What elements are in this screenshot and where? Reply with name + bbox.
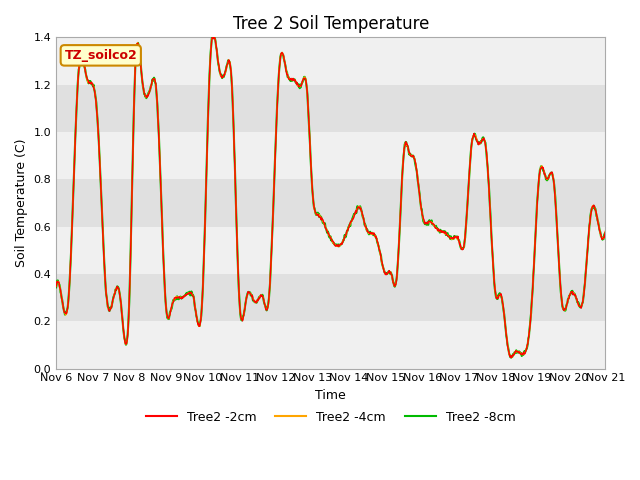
Tree2 -4cm <box>508 354 516 360</box>
Tree2 -8cm <box>108 301 116 307</box>
Y-axis label: Soil Temperature (C): Soil Temperature (C) <box>15 139 28 267</box>
Tree2 -8cm <box>602 230 609 236</box>
Line: Tree2 -8cm: Tree2 -8cm <box>56 37 605 358</box>
Title: Tree 2 Soil Temperature: Tree 2 Soil Temperature <box>232 15 429 33</box>
Tree2 -2cm <box>508 355 515 360</box>
Tree2 -2cm <box>275 72 283 77</box>
Tree2 -4cm <box>481 139 489 145</box>
Bar <box>56 84 605 132</box>
Tree2 -8cm <box>481 139 489 144</box>
Tree2 -4cm <box>491 284 499 289</box>
Tree2 -2cm <box>108 300 116 306</box>
Tree2 -8cm <box>275 72 283 78</box>
Tree2 -8cm <box>295 84 303 89</box>
Bar <box>56 179 605 227</box>
Tree2 -4cm <box>275 72 283 78</box>
Tree2 -4cm <box>602 228 609 234</box>
Tree2 -2cm <box>430 221 438 227</box>
Tree2 -4cm <box>210 35 218 40</box>
Legend: Tree2 -2cm, Tree2 -4cm, Tree2 -8cm: Tree2 -2cm, Tree2 -4cm, Tree2 -8cm <box>141 406 521 429</box>
Tree2 -2cm <box>481 139 489 144</box>
Bar <box>56 274 605 321</box>
Bar <box>56 227 605 274</box>
X-axis label: Time: Time <box>316 389 346 402</box>
Tree2 -2cm <box>491 285 499 290</box>
Text: TZ_soilco2: TZ_soilco2 <box>65 49 137 62</box>
Tree2 -2cm <box>210 35 218 40</box>
Tree2 -4cm <box>295 83 303 89</box>
Bar <box>56 37 605 84</box>
Line: Tree2 -2cm: Tree2 -2cm <box>56 37 605 358</box>
Tree2 -4cm <box>52 283 60 289</box>
Tree2 -8cm <box>52 285 60 290</box>
Tree2 -2cm <box>295 84 303 89</box>
Tree2 -8cm <box>430 222 438 228</box>
Line: Tree2 -4cm: Tree2 -4cm <box>56 37 605 357</box>
Tree2 -2cm <box>602 229 609 235</box>
Bar <box>56 132 605 179</box>
Tree2 -8cm <box>209 35 216 40</box>
Bar <box>56 321 605 369</box>
Tree2 -4cm <box>108 300 116 306</box>
Tree2 -2cm <box>52 284 60 289</box>
Tree2 -8cm <box>491 286 499 292</box>
Tree2 -4cm <box>430 223 438 228</box>
Tree2 -8cm <box>507 355 515 360</box>
